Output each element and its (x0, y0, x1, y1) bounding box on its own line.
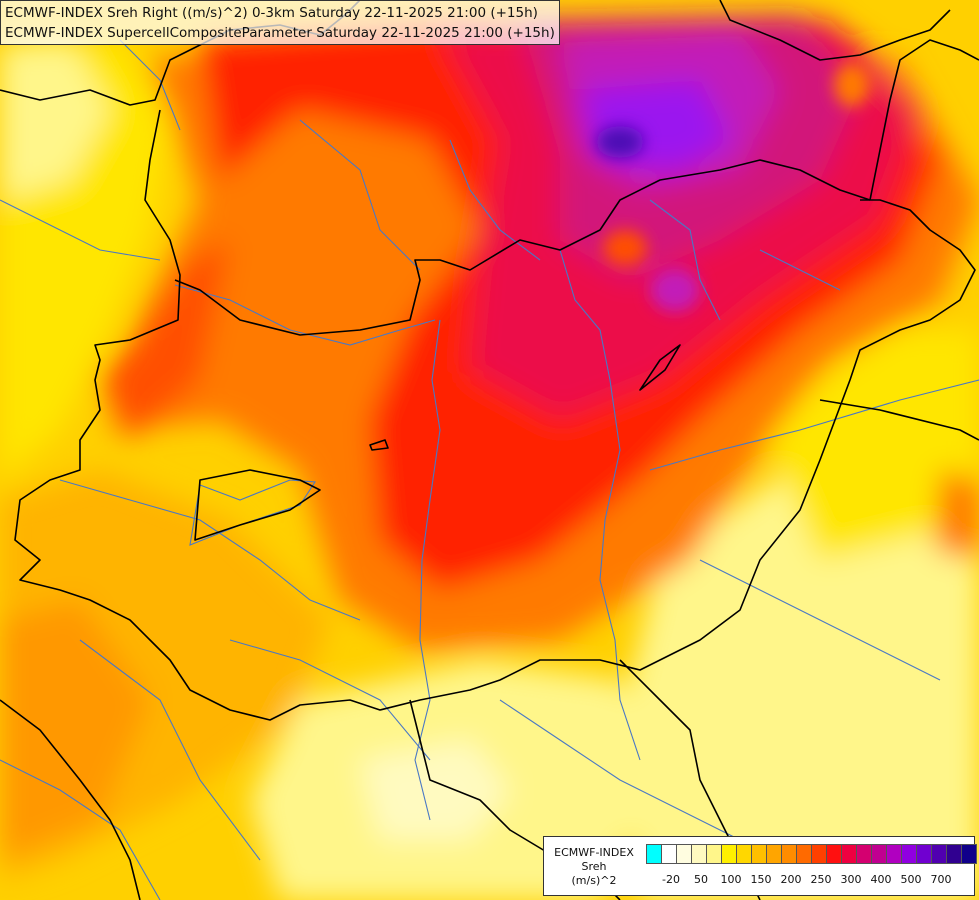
legend-tick-label: 150 (750, 873, 772, 886)
fill-top-left-light (0, 40, 110, 200)
country-border-line (194, 469, 321, 541)
legend-swatch (811, 844, 827, 864)
legend-swatch (916, 844, 932, 864)
legend-swatch (796, 844, 812, 864)
legend-swatch (691, 844, 707, 864)
fill-east-orange (935, 470, 979, 560)
legend-swatch (736, 844, 752, 864)
river-line (649, 199, 721, 321)
river-line (0, 759, 161, 900)
legend-tick-label: 50 (694, 873, 708, 886)
country-border-line (819, 399, 979, 441)
country-border-line (174, 159, 871, 336)
legend-swatch (676, 844, 692, 864)
legend-variable: Sreh (581, 860, 607, 873)
map-title-box: ECMWF-INDEX Sreh Right ((m/s)^2) 0-3km S… (0, 0, 560, 45)
legend-tick-label: 500 (900, 873, 922, 886)
legend-label: ECMWF-INDEX Sreh (m/s)^2 (548, 846, 640, 888)
legend-swatch (721, 844, 737, 864)
legend-unit: (m/s)^2 (571, 874, 617, 887)
river-line (449, 139, 541, 261)
river-line (559, 249, 641, 761)
river-line (79, 639, 261, 861)
legend-swatch (871, 844, 887, 864)
river-line (299, 119, 421, 271)
legend-swatch (826, 844, 842, 864)
country-border-line (869, 39, 979, 201)
fill-left-red (100, 240, 230, 440)
legend-swatch (886, 844, 902, 864)
river-line (699, 559, 941, 681)
title-scp: ECMWF-INDEX SupercellCompositeParameter … (5, 25, 555, 41)
legend-swatch (781, 844, 797, 864)
legend-swatch (946, 844, 962, 864)
title-sreh: ECMWF-INDEX Sreh Right ((m/s)^2) 0-3km S… (5, 5, 538, 21)
river-line (0, 199, 161, 261)
legend-swatch (931, 844, 947, 864)
country-border-line (639, 344, 681, 391)
legend-swatch (841, 844, 857, 864)
legend-model: ECMWF-INDEX (554, 846, 634, 859)
fill-indigo-core (596, 126, 644, 158)
river-line (189, 479, 316, 546)
river-line (649, 379, 979, 471)
legend-swatch (961, 844, 977, 864)
river-line (119, 39, 181, 131)
legend-tick-label: 400 (870, 873, 892, 886)
legend-swatch (766, 844, 782, 864)
legend-tick-label: 700 (930, 873, 952, 886)
river-line (229, 639, 431, 761)
legend-color-bar (646, 844, 977, 864)
legend-tick-label: 250 (810, 873, 832, 886)
legend-ticks: -20 50 100 150 200 250 300 400 500 700 (646, 873, 971, 889)
legend-tick-label: 100 (720, 873, 742, 886)
legend-swatch (751, 844, 767, 864)
color-legend: ECMWF-INDEX Sreh (m/s)^2 -20 50 100 150 200 2… (543, 836, 977, 896)
fill-orange-blob-mid (603, 230, 647, 266)
country-border-line (369, 439, 389, 451)
legend-swatch (661, 844, 677, 864)
legend-swatch (856, 844, 872, 864)
legend-tick-label: 300 (840, 873, 862, 886)
legend-swatch (646, 844, 662, 864)
legend-tick-label: 200 (780, 873, 802, 886)
river-line (174, 284, 436, 346)
legend-swatch (706, 844, 722, 864)
legend-tick-label: -20 (662, 873, 680, 886)
fill-south-white (360, 740, 510, 840)
country-border-line (14, 109, 976, 721)
country-border-line (719, 0, 951, 61)
country-border-line (0, 699, 141, 900)
fill-purple-blob (650, 268, 700, 312)
river-line (759, 249, 841, 291)
legend-swatch (901, 844, 917, 864)
river-line (59, 479, 361, 621)
fill-orange-blob-ne (834, 63, 870, 107)
fill-east-yellow (760, 330, 979, 560)
